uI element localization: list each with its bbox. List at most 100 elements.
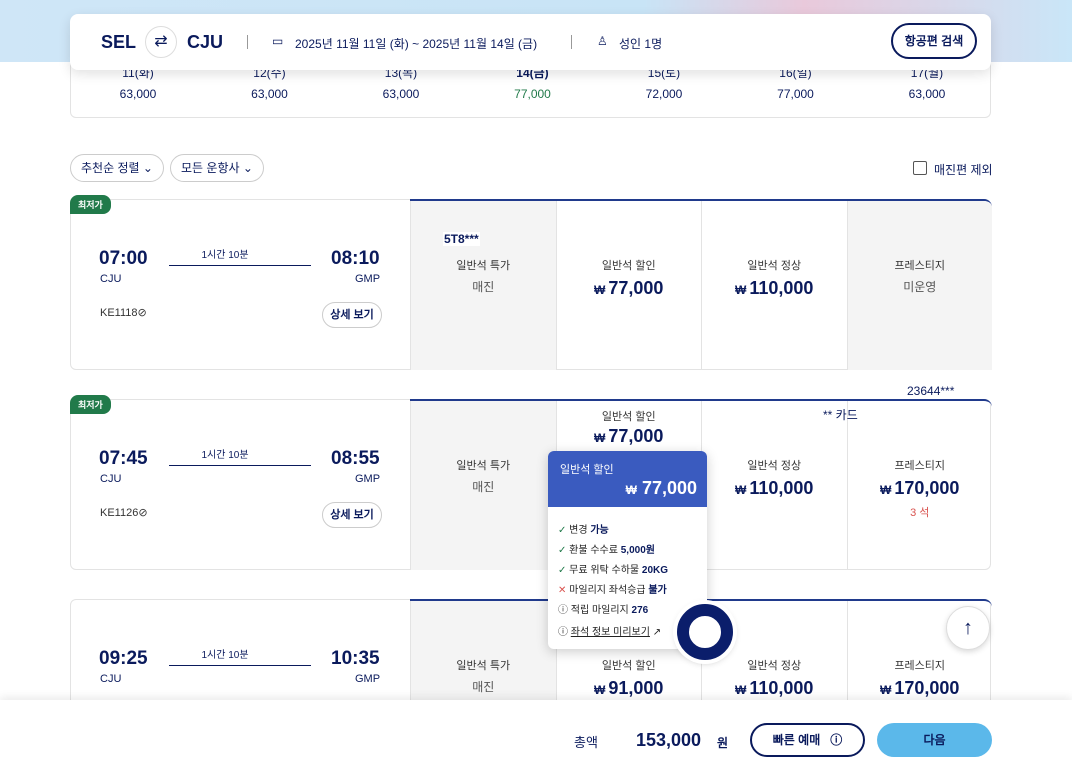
condition-text: 환불 수수료 <box>569 545 621 556</box>
tooltip-title: 일반석 할인 <box>560 464 614 476</box>
fare-price-value: 170,000 <box>894 678 960 698</box>
alert-circle-icon: ⓘ <box>830 733 843 747</box>
arrival-airport: GMP <box>355 673 381 685</box>
total-label: 총액 <box>574 735 598 750</box>
airline-dropdown[interactable]: 모든 운항사 ⌄ <box>170 154 264 182</box>
scroll-to-top-button[interactable]: ↑ <box>946 606 990 650</box>
divider <box>571 35 572 49</box>
quick-booking-button[interactable]: 빠른 예매 ⓘ <box>750 723 865 757</box>
date-price: 77,000 <box>777 87 814 101</box>
fare-option[interactable]: 일반석 정상 ₩110,000 <box>701 401 847 570</box>
departure-airport: CJU <box>100 273 122 285</box>
fare-option[interactable]: 프레스티지 ₩170,000 <box>846 601 993 770</box>
origin-code[interactable]: SEL <box>101 32 137 52</box>
flight-card: 최저가 07:00 CJU 1시간 10분 08:10 GMP KE1118⊘ 상세… <box>70 195 992 370</box>
fare-class-label: 일반석 특가 <box>456 460 511 472</box>
airline-label: 모든 운항사 <box>181 161 240 175</box>
fare-status: 미운영 <box>903 280 937 294</box>
currency-symbol: ₩ <box>625 483 637 497</box>
fare-condition: ✓ 환불 수수료 5,000원 <box>558 541 655 556</box>
airline-logo-icon: ⊘ <box>137 307 147 319</box>
person-icon: ♙ <box>597 34 608 48</box>
fare-class-label: 프레스티지 <box>894 260 946 272</box>
fare-class-label: 일반석 정상 <box>747 460 802 472</box>
info-icon: ⓘ <box>558 627 568 638</box>
lowest-price-badge: 최저가 <box>70 195 111 214</box>
flight-number: KE1126⊘ <box>100 506 148 519</box>
info-icon: ⓘ <box>558 605 568 616</box>
overlay-text: 5T8*** <box>443 232 480 246</box>
cursor-indicator <box>677 604 733 660</box>
close-icon: ✕ <box>558 585 567 596</box>
condition-value: 5,000원 <box>620 545 655 556</box>
condition-value: 가능 <box>590 525 609 536</box>
currency-symbol: ₩ <box>735 483 747 497</box>
search-flights-button[interactable]: 항공편 검색 <box>891 23 977 59</box>
flight-duration: 1시간 10분 <box>201 450 249 461</box>
condition-text: 마일리지 좌석승급 <box>569 585 649 596</box>
sort-dropdown[interactable]: 추천순 정렬 ⌄ <box>70 154 164 182</box>
travel-dates[interactable]: 2025년 11월 11일 (화) ~ 2025년 11월 14일 (금) <box>295 37 538 51</box>
next-button[interactable]: 다음 <box>877 723 992 757</box>
seat-preview-label: 좌석 정보 미리보기 <box>570 627 650 638</box>
exclude-soldout-checkbox[interactable] <box>913 161 927 175</box>
fare-price: ₩110,000 <box>702 478 847 499</box>
details-button[interactable]: 상세 보기 <box>322 502 382 528</box>
date-price: 77,000 <box>514 87 551 101</box>
condition-text: 변경 <box>569 525 591 536</box>
tooltip-price-value: 77,000 <box>641 478 697 498</box>
seat-preview-link[interactable]: ⓘ 좌석 정보 미리보기 ↗ <box>558 623 661 638</box>
currency-symbol: ₩ <box>880 483 892 497</box>
overlay-text: ** 카드 <box>823 408 858 422</box>
tooltip-header: 일반석 할인 ₩ 77,000 <box>548 451 707 507</box>
calendar-icon: ▭ <box>272 34 284 48</box>
condition-value: 20KG <box>641 565 669 576</box>
currency-symbol: ₩ <box>594 283 606 297</box>
currency-symbol: ₩ <box>735 283 747 297</box>
departure-time: 07:45 <box>99 448 148 469</box>
swap-arrows-icon[interactable]: ⇄ <box>145 26 177 58</box>
check-icon: ✓ <box>558 565 567 576</box>
fare-price-value: 91,000 <box>608 678 664 698</box>
fare-price-value: 110,000 <box>749 278 814 298</box>
fare-status: 매진 <box>472 680 495 694</box>
flight-number-text: KE1118 <box>100 307 138 319</box>
condition-text: 무료 위탁 수하물 <box>569 565 642 576</box>
fare-option[interactable]: 일반석 할인 ₩91,000 <box>555 601 702 770</box>
flight-duration: 1시간 10분 <box>201 650 249 661</box>
fare-option[interactable]: 일반석 할인 ₩77,000 <box>555 201 702 370</box>
fare-price-value: 110,000 <box>749 678 814 698</box>
fare-option[interactable]: 프레스티지 ₩170,000 3 석 <box>846 401 993 570</box>
footer-bar: 총액 153,000 원 빠른 예매 ⓘ 다음 <box>0 700 1072 778</box>
date-price: 63,000 <box>119 87 157 101</box>
date-price: 72,000 <box>645 87 683 101</box>
fare-class-label: 일반석 할인 <box>601 260 656 272</box>
chevron-down-icon: ⌄ <box>242 161 253 175</box>
fare-option[interactable]: 일반석 정상 ₩110,000 <box>701 601 847 770</box>
details-button[interactable]: 상세 보기 <box>322 302 382 328</box>
quick-booking-label: 빠른 예매 <box>772 733 821 747</box>
destination-code[interactable]: CJU <box>187 32 224 52</box>
fare-price: ₩170,000 <box>848 678 993 699</box>
departure-airport: CJU <box>100 473 122 485</box>
arrival-time: 10:35 <box>331 648 380 669</box>
fare-options: 일반석 특가 매진 일반석 할인 ₩77,000 일반석 정상 ₩110,000 프레… <box>410 399 992 570</box>
flight-number: KE1118⊘ <box>100 306 147 319</box>
external-link-icon: ↗ <box>652 627 662 638</box>
search-bar: SEL ⇄ CJU ▭ 2025년 11월 11일 (화) ~ 2025년 11… <box>70 14 991 70</box>
flight-duration: 1시간 10분 <box>201 250 249 261</box>
departure-time: 07:00 <box>99 248 148 269</box>
fare-price: ₩77,000 <box>557 278 702 299</box>
flight-number-text: KE1126 <box>100 507 139 519</box>
fare-status: 매진 <box>472 280 495 294</box>
fare-class-label: 일반석 특가 <box>456 260 511 272</box>
fare-option[interactable]: 일반석 정상 ₩110,000 <box>701 201 847 370</box>
arrival-airport: GMP <box>355 473 381 485</box>
fare-price: ₩91,000 <box>557 678 702 699</box>
fare-price-value: 77,000 <box>608 278 664 298</box>
seats-remaining: 3 석 <box>910 507 930 519</box>
fare-class-label: 프레스티지 <box>894 460 946 472</box>
passenger-count[interactable]: 성인 1명 <box>619 37 663 51</box>
route-arrow <box>169 465 311 466</box>
